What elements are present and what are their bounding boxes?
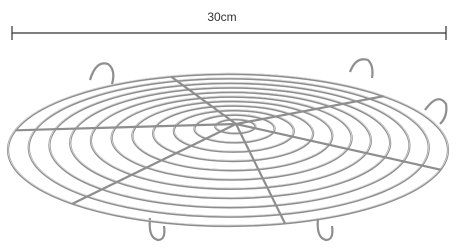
dimension-label: 30cm <box>207 10 236 24</box>
dimension-line: 30cm <box>12 10 446 40</box>
product-photo: 30cm <box>0 0 458 248</box>
rack-hook <box>90 63 113 84</box>
cooling-rack <box>8 59 448 240</box>
rack-hook <box>350 59 373 78</box>
rack-spoke <box>15 124 236 130</box>
rack-hook <box>425 99 446 124</box>
page: 30cm (() => { const data = JSON.parse(do… <box>0 0 458 248</box>
rack-foot <box>318 218 333 240</box>
